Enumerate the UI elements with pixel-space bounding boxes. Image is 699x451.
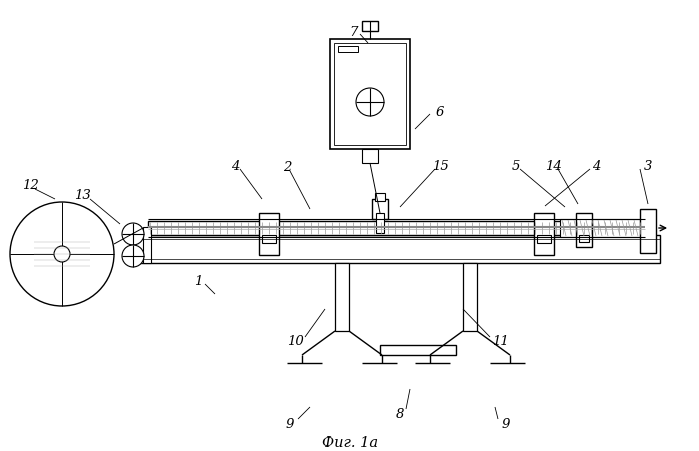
- Circle shape: [122, 224, 144, 245]
- Circle shape: [356, 89, 384, 117]
- Bar: [380, 345, 456, 355]
- Bar: [330, 40, 410, 150]
- Bar: [334, 44, 406, 146]
- Bar: [362, 22, 378, 32]
- Bar: [372, 199, 388, 220]
- Text: 6: 6: [435, 105, 444, 118]
- Bar: [576, 213, 592, 248]
- Text: 3: 3: [644, 160, 652, 173]
- Text: 9: 9: [286, 418, 294, 431]
- Bar: [148, 221, 645, 235]
- Bar: [338, 47, 358, 53]
- Text: 2: 2: [283, 161, 291, 174]
- Bar: [376, 213, 384, 234]
- Text: 15: 15: [431, 160, 448, 173]
- Circle shape: [122, 245, 144, 267]
- Text: 1: 1: [194, 275, 202, 288]
- Bar: [640, 210, 656, 253]
- Text: 9: 9: [502, 418, 510, 431]
- Bar: [537, 235, 551, 244]
- Text: 8: 8: [396, 408, 404, 421]
- Bar: [534, 213, 554, 255]
- Text: 14: 14: [545, 160, 561, 173]
- Bar: [375, 193, 385, 202]
- Bar: [579, 235, 589, 243]
- Circle shape: [10, 202, 114, 306]
- Bar: [259, 213, 279, 255]
- Bar: [335, 263, 349, 331]
- Bar: [463, 263, 477, 331]
- Text: 5: 5: [512, 160, 520, 173]
- Text: 7: 7: [350, 25, 358, 38]
- Text: 4: 4: [231, 160, 239, 173]
- Bar: [560, 220, 640, 238]
- Bar: [262, 235, 276, 244]
- Bar: [130, 235, 660, 263]
- Text: 10: 10: [287, 335, 303, 348]
- Text: Фиг. 1а: Фиг. 1а: [322, 435, 378, 449]
- Bar: [362, 150, 378, 164]
- Text: 13: 13: [73, 189, 90, 202]
- Text: 12: 12: [22, 179, 38, 192]
- Circle shape: [54, 246, 70, 262]
- Bar: [143, 227, 151, 263]
- Text: 11: 11: [491, 335, 508, 348]
- Text: 4: 4: [592, 160, 600, 173]
